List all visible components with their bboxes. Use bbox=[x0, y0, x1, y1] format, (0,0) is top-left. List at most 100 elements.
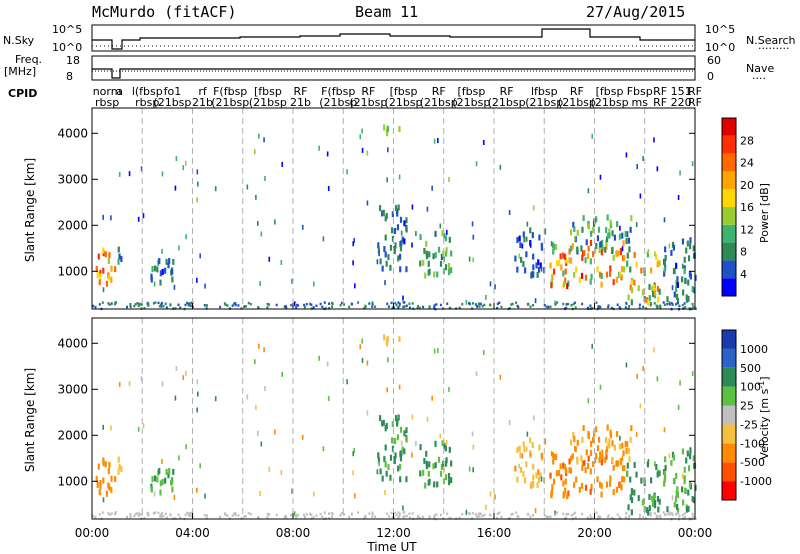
ground-echo bbox=[266, 302, 269, 306]
power-echo-cell bbox=[694, 274, 697, 281]
power-echo-cell bbox=[600, 272, 603, 279]
velocity-echo-cell bbox=[384, 461, 387, 468]
velocity-echo-cell bbox=[447, 473, 451, 480]
power-echo-cell bbox=[672, 244, 676, 251]
ground-echo bbox=[674, 513, 677, 516]
velocity-echo-cell bbox=[563, 490, 566, 497]
ground-echo bbox=[137, 304, 140, 308]
power-colorbar-label: Power [dB] bbox=[758, 183, 771, 243]
ground-echo bbox=[232, 302, 235, 306]
ground-echo bbox=[435, 513, 438, 516]
power-echo-cell bbox=[381, 210, 384, 217]
power-echo-cell bbox=[622, 240, 625, 247]
scatter-echo bbox=[468, 256, 471, 262]
velocity-echo-cell bbox=[656, 495, 660, 502]
scatter-echo bbox=[318, 145, 320, 151]
colorbar-swatch bbox=[722, 242, 736, 261]
velocity-echo-cell bbox=[518, 445, 521, 452]
scatter-echo bbox=[256, 430, 259, 436]
velocity-echo-cell bbox=[398, 463, 402, 470]
ground-echo bbox=[323, 511, 326, 514]
date-title: 27/Aug/2015 bbox=[586, 3, 685, 21]
scatter-echo bbox=[642, 155, 644, 161]
velocity-echo-cell bbox=[520, 466, 523, 473]
colorbar-frame bbox=[721, 117, 737, 297]
power-echo-cell bbox=[663, 260, 666, 267]
velocity-echo-cell bbox=[620, 484, 623, 491]
power-echo-cell bbox=[518, 235, 521, 242]
y-tick-label: 3000 bbox=[57, 172, 88, 186]
colorbar-tick-label: -1000 bbox=[740, 475, 772, 488]
ground-echo bbox=[394, 301, 397, 305]
power-echo-cell bbox=[653, 289, 657, 296]
power-echo-cell bbox=[550, 279, 554, 286]
velocity-echo-cell bbox=[596, 445, 600, 452]
ground-echo bbox=[169, 513, 172, 516]
velocity-echo-cell bbox=[672, 454, 676, 461]
power-echo-cell bbox=[568, 248, 571, 255]
scatter-echo bbox=[312, 491, 315, 497]
power-echo-cell bbox=[554, 243, 558, 250]
velocity-echo-cell bbox=[569, 467, 573, 474]
ground-echo bbox=[556, 301, 559, 304]
ground-echo bbox=[157, 511, 160, 515]
ground-echo bbox=[177, 303, 180, 307]
power-echo-cell bbox=[444, 264, 448, 271]
ground-echo bbox=[656, 516, 659, 519]
power-echo-cell bbox=[656, 261, 659, 268]
ground-echo bbox=[674, 303, 677, 306]
velocity-echo-cell bbox=[522, 471, 525, 478]
velocity-echo-cell bbox=[567, 490, 570, 497]
x-tick-label: 12:00 bbox=[376, 526, 411, 540]
y-tick-label: 1000 bbox=[57, 264, 88, 278]
velocity-echo-cell bbox=[450, 460, 453, 467]
ground-echo bbox=[164, 512, 167, 516]
velocity-echo-cell bbox=[97, 463, 100, 470]
scatter-echo bbox=[587, 398, 590, 404]
ground-echo bbox=[348, 515, 351, 519]
power-echo-cell bbox=[529, 227, 532, 234]
scatter-echo bbox=[291, 278, 293, 284]
velocity-echo-cell bbox=[568, 458, 571, 465]
velocity-echo-cell bbox=[600, 491, 603, 498]
ground-echo bbox=[186, 511, 189, 515]
velocity-echo-cell bbox=[688, 481, 692, 488]
velocity-echo-cell bbox=[676, 491, 679, 498]
cpid-name-top: RF bbox=[570, 85, 584, 98]
velocity-echo-cell bbox=[650, 477, 653, 484]
ground-echo bbox=[403, 301, 406, 304]
ground-echo bbox=[226, 304, 229, 307]
ground-echo bbox=[642, 515, 645, 519]
colorbar-swatch bbox=[722, 189, 736, 207]
ground-echo bbox=[219, 305, 222, 309]
ground-echo bbox=[226, 514, 229, 517]
ground-echo bbox=[662, 511, 665, 514]
power-echo-cell bbox=[514, 255, 517, 262]
ground-echo bbox=[129, 305, 132, 308]
ground-echo bbox=[310, 513, 313, 517]
ground-echo bbox=[244, 305, 247, 308]
scatter-echo bbox=[197, 181, 199, 187]
ground-echo bbox=[435, 303, 438, 306]
cpid-name-top: F(fbsp bbox=[213, 85, 247, 98]
scatter-echo bbox=[472, 444, 475, 450]
cpid-name-top: norm bbox=[93, 85, 122, 98]
power-echo-cell bbox=[605, 236, 609, 243]
scatter-echo bbox=[376, 469, 379, 475]
ground-echo bbox=[659, 304, 662, 307]
ground-echo bbox=[398, 514, 401, 518]
ground-echo bbox=[98, 303, 101, 306]
ground-echo bbox=[249, 512, 252, 516]
velocity-echo-cell bbox=[99, 479, 102, 486]
ground-echo bbox=[417, 514, 420, 518]
power-echo-cell bbox=[379, 258, 382, 265]
power-echo-cell bbox=[628, 246, 631, 253]
ground-echo bbox=[556, 511, 559, 514]
cpid-name-bottom: (21bsp bbox=[319, 96, 357, 109]
x-tick-label: 20:00 bbox=[577, 526, 612, 540]
ground-echo bbox=[285, 306, 288, 309]
ground-echo bbox=[101, 301, 104, 304]
velocity-echo-cell bbox=[578, 486, 581, 493]
scatter-echo bbox=[118, 171, 121, 177]
